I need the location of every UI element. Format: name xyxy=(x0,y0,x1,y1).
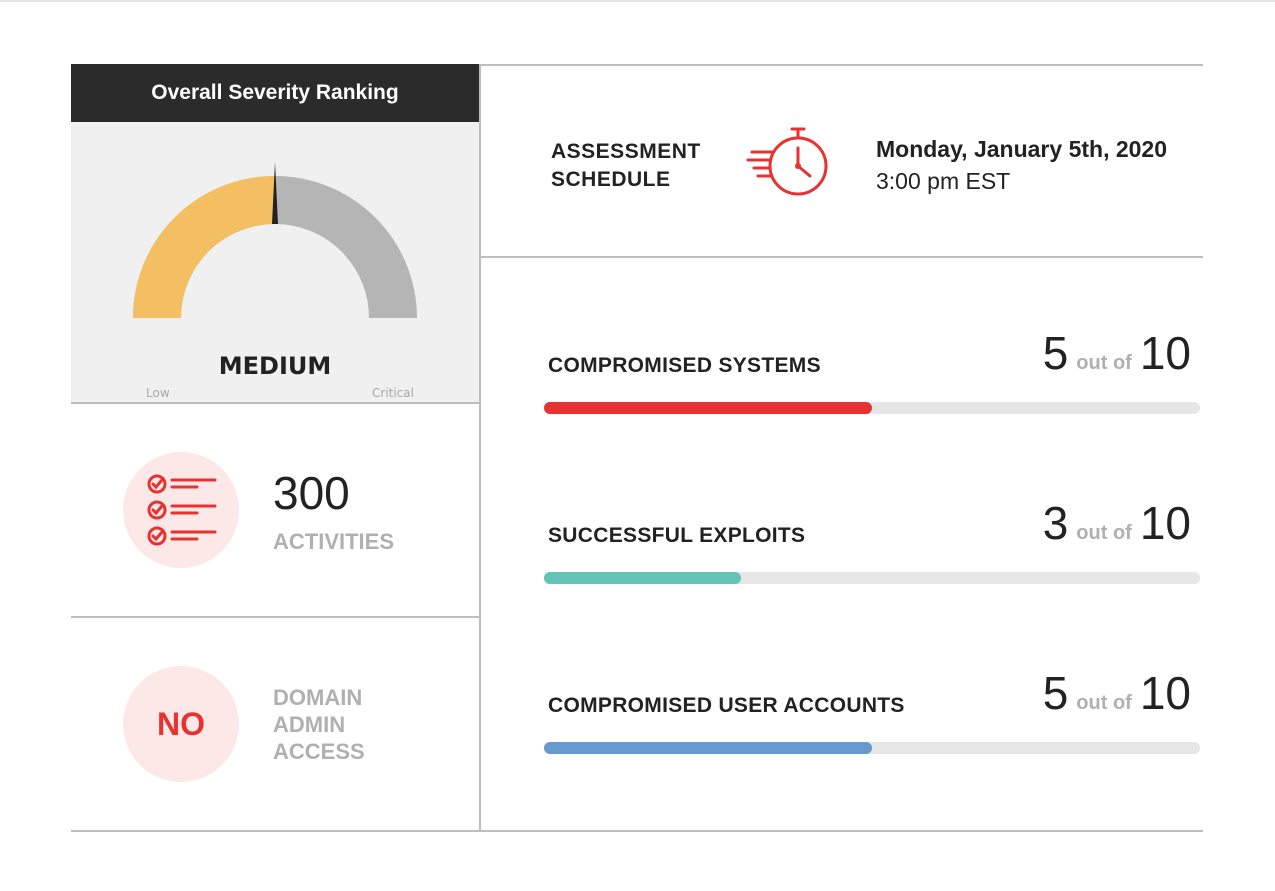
stopwatch-icon xyxy=(746,127,828,196)
gauge-low-label: Low xyxy=(146,386,170,400)
activities-count: 300 xyxy=(273,467,350,519)
left-column: Overall Severity Ranking MEDIUM Low Crit… xyxy=(71,64,481,832)
progress-track xyxy=(544,572,1200,584)
schedule-label: ASSESSMENT SCHEDULE xyxy=(551,140,701,191)
right-column: ASSESSMENT SCHEDULE Monday, January 5th,… xyxy=(481,64,1203,832)
metric-compromised-user-accounts: COMPROMISED USER ACCOUNTS 5 out of 10 xyxy=(481,666,1203,836)
assessment-dashboard: Overall Severity Ranking MEDIUM Low Crit… xyxy=(71,64,1203,832)
progress-fill xyxy=(544,742,872,754)
checklist-icon xyxy=(147,474,217,546)
severity-title: Overall Severity Ranking xyxy=(71,64,479,122)
gauge-fill xyxy=(133,176,276,319)
domain-admin-label: DOMAIN ADMIN ACCESS xyxy=(273,685,365,764)
bottom-divider xyxy=(481,830,1203,832)
progress-fill xyxy=(544,572,741,584)
metric-compromised-systems: COMPROMISED SYSTEMS 5 out of 10 xyxy=(481,326,1203,496)
gauge-needle xyxy=(272,162,278,224)
domain-admin-badge: NO xyxy=(123,666,239,782)
metric-out-of: out of xyxy=(1076,352,1132,374)
schedule-panel: ASSESSMENT SCHEDULE Monday, January 5th,… xyxy=(481,64,1203,258)
metric-label: SUCCESSFUL EXPLOITS xyxy=(548,524,806,547)
schedule-date: Monday, January 5th, 2020 xyxy=(876,136,1168,162)
top-divider xyxy=(0,0,1275,2)
gauge-critical-label: Critical xyxy=(372,386,414,400)
metric-total: 10 xyxy=(1139,327,1191,379)
metric-out-of: out of xyxy=(1076,522,1132,544)
progress-track xyxy=(544,402,1200,414)
metric-total: 10 xyxy=(1139,497,1191,549)
activities-label: ACTIVITIES xyxy=(273,529,395,554)
metric-successful-exploits: SUCCESSFUL EXPLOITS 3 out of 10 xyxy=(481,496,1203,666)
metric-label: COMPROMISED SYSTEMS xyxy=(548,354,821,377)
metric-value: 5 xyxy=(1042,667,1069,719)
gauge-graphic xyxy=(133,162,417,319)
schedule-time: 3:00 pm EST xyxy=(876,168,1011,194)
severity-level: MEDIUM xyxy=(218,352,332,380)
metric-out-of: out of xyxy=(1076,692,1132,714)
checklist-icon-badge xyxy=(123,452,239,568)
metric-total: 10 xyxy=(1139,667,1191,719)
metric-score: 3 out of 10 xyxy=(1043,496,1191,550)
activities-panel: 300 ACTIVITIES xyxy=(71,404,479,618)
progress-fill xyxy=(544,402,872,414)
severity-panel: Overall Severity Ranking MEDIUM Low Crit… xyxy=(71,64,479,404)
metric-score: 5 out of 10 xyxy=(1043,666,1191,720)
domain-admin-panel: NO DOMAIN ADMIN ACCESS xyxy=(71,618,479,832)
metric-score: 5 out of 10 xyxy=(1043,326,1191,380)
domain-admin-value: NO xyxy=(157,706,205,742)
metric-value: 3 xyxy=(1042,497,1069,549)
severity-gauge: MEDIUM Low Critical xyxy=(71,122,479,402)
progress-track xyxy=(544,742,1200,754)
metric-label: COMPROMISED USER ACCOUNTS xyxy=(548,694,905,717)
metric-value: 5 xyxy=(1042,327,1069,379)
